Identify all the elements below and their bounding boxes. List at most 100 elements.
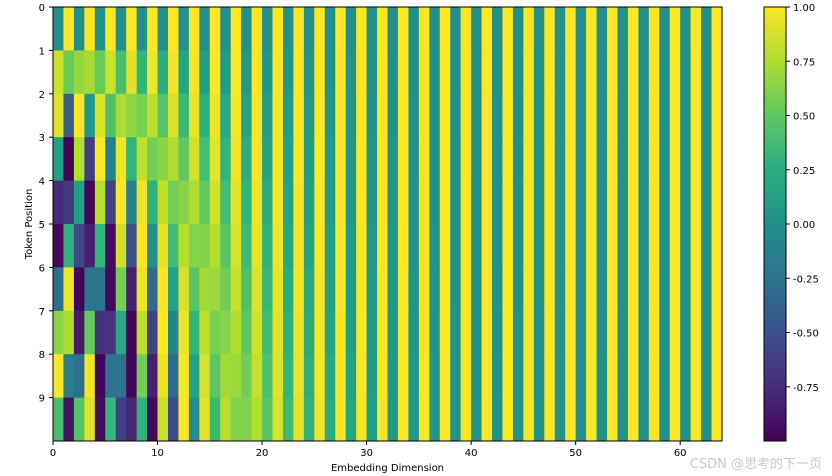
heatmap-cell [73, 267, 85, 312]
heatmap-cell [157, 180, 169, 225]
heatmap-cell [408, 354, 420, 398]
heatmap-cell [377, 137, 388, 181]
heatmap-cell [450, 267, 462, 312]
heatmap-cell [481, 7, 493, 51]
heatmap-cell [439, 137, 451, 181]
heatmap-cell [481, 50, 493, 95]
heatmap-cell [126, 93, 138, 138]
heatmap-cell [230, 397, 242, 442]
heatmap-cell [711, 310, 723, 355]
heatmap-cell [680, 267, 692, 312]
heatmap-cell [544, 224, 556, 268]
heatmap-cell [492, 137, 503, 181]
heatmap-cell [324, 137, 336, 181]
heatmap-cell [481, 180, 493, 225]
heatmap-cell [73, 93, 85, 138]
y-tick-label: 0 [39, 3, 45, 14]
heatmap-cell [147, 267, 158, 312]
x-axis-label: Embedding Dimension [331, 463, 444, 474]
heatmap-cell [512, 7, 524, 51]
y-axis-ticks: 0 1 2 3 4 5 6 7 8 9 [39, 3, 53, 405]
heatmap-cell [105, 7, 117, 51]
heatmap-cell [408, 50, 420, 95]
heatmap-cell [293, 7, 305, 51]
heatmap-cell [690, 93, 702, 138]
heatmap-cell [282, 397, 294, 442]
y-tick-label: 2 [39, 90, 45, 101]
heatmap-cell [439, 50, 451, 95]
heatmap-cell [73, 7, 85, 51]
heatmap-cell [167, 7, 179, 51]
heatmap-cell [94, 180, 106, 225]
heatmap-cell [533, 224, 545, 268]
heatmap-cell [262, 310, 273, 355]
heatmap-cell [136, 354, 148, 398]
heatmap-cell [617, 50, 629, 95]
heatmap-cell [167, 310, 179, 355]
heatmap-cell [126, 267, 138, 312]
heatmap-cell [387, 267, 399, 312]
heatmap-cell [450, 50, 462, 95]
heatmap-cell [711, 7, 723, 51]
heatmap-cell [596, 354, 608, 398]
y-tick-label: 8 [39, 350, 45, 361]
heatmap-cell [502, 93, 514, 138]
heatmap-cell [314, 50, 326, 95]
heatmap-cell [533, 267, 545, 312]
heatmap-cell [565, 397, 577, 442]
heatmap-cell [356, 267, 367, 312]
heatmap-cell [105, 310, 117, 355]
heatmap-cell [293, 93, 305, 138]
heatmap-cell [523, 354, 535, 398]
heatmap-cell [136, 93, 148, 138]
heatmap-cell [512, 267, 524, 312]
heatmap-cell [502, 7, 514, 51]
heatmap-cell [167, 50, 179, 95]
heatmap-cell [241, 267, 253, 312]
heatmap-cell [262, 224, 273, 268]
heatmap-cell [126, 397, 138, 442]
heatmap-cell [105, 180, 117, 225]
x-tick-label: 40 [465, 448, 478, 459]
heatmap-cell [565, 50, 577, 95]
y-tick-label: 1 [39, 46, 45, 57]
heatmap-cell [669, 93, 681, 138]
heatmap-cell [272, 267, 284, 312]
heatmap-cell [147, 397, 158, 442]
heatmap-cell [429, 180, 441, 225]
heatmap-cell [596, 137, 608, 181]
heatmap-cell [565, 310, 577, 355]
heatmap-cell [544, 180, 556, 225]
heatmap-cell [418, 93, 430, 138]
heatmap-cell [554, 7, 566, 51]
heatmap-cell [262, 397, 273, 442]
heatmap-cell [94, 397, 106, 442]
heatmap-cell [230, 310, 242, 355]
heatmap-cell [220, 137, 232, 181]
heatmap-cell [627, 267, 639, 312]
heatmap-cell [73, 397, 85, 442]
heatmap-cell [136, 310, 148, 355]
heatmap-cell [586, 137, 597, 181]
x-tick-label: 20 [256, 448, 269, 459]
heatmap-cell [544, 397, 556, 442]
heatmap-cell [188, 354, 200, 398]
heatmap-cell [481, 137, 493, 181]
heatmap-cell [356, 7, 367, 51]
heatmap-cell [680, 397, 692, 442]
heatmap-cell [554, 137, 566, 181]
heatmap-cell [596, 267, 608, 312]
heatmap-cell [147, 7, 158, 51]
heatmap-cell [241, 137, 253, 181]
heatmap-cell [565, 180, 577, 225]
heatmap-cell [356, 50, 367, 95]
y-tick-label: 4 [39, 177, 45, 188]
heatmap-cell [272, 310, 284, 355]
heatmap-cell [408, 397, 420, 442]
heatmap-cell [345, 93, 357, 138]
heatmap-cell [314, 310, 326, 355]
heatmap-cell [523, 397, 535, 442]
heatmap-cell [523, 310, 535, 355]
heatmap-cell [251, 180, 263, 225]
watermark: CSDN @思考的下一页 [689, 457, 822, 472]
